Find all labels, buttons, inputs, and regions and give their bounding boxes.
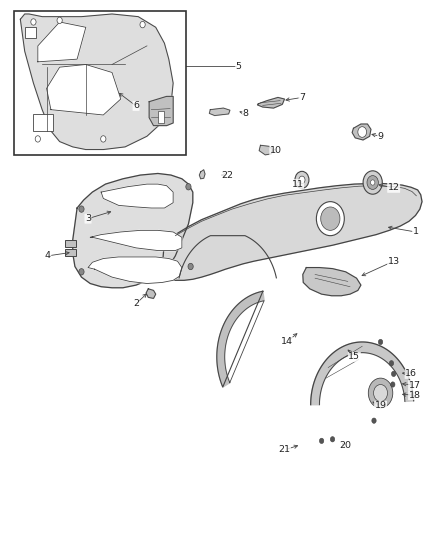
Polygon shape (88, 257, 182, 284)
Polygon shape (217, 291, 264, 387)
Polygon shape (46, 64, 121, 115)
Text: 17: 17 (409, 381, 420, 390)
Polygon shape (209, 108, 230, 116)
Text: 14: 14 (281, 337, 293, 346)
Circle shape (372, 418, 376, 423)
Bar (25, 27, 35, 38)
Circle shape (367, 175, 378, 189)
Circle shape (371, 180, 375, 185)
Bar (33, 114, 53, 131)
Circle shape (79, 269, 84, 275)
Polygon shape (199, 169, 205, 179)
Text: 21: 21 (279, 446, 290, 455)
Circle shape (101, 136, 106, 142)
Circle shape (363, 171, 382, 194)
Circle shape (368, 378, 393, 408)
Circle shape (295, 171, 309, 188)
Circle shape (299, 176, 305, 183)
Text: 12: 12 (388, 183, 399, 192)
Text: 18: 18 (409, 391, 420, 400)
Circle shape (188, 263, 193, 270)
Text: 2: 2 (133, 299, 139, 308)
Text: 22: 22 (222, 171, 234, 180)
Polygon shape (90, 230, 182, 251)
Polygon shape (38, 22, 86, 62)
Polygon shape (352, 124, 371, 140)
Polygon shape (303, 268, 361, 296)
Polygon shape (73, 173, 193, 288)
Text: 10: 10 (270, 146, 282, 155)
Circle shape (140, 21, 145, 28)
Circle shape (321, 207, 340, 230)
Text: 16: 16 (405, 369, 417, 378)
Polygon shape (101, 184, 173, 208)
Text: 1: 1 (413, 228, 418, 237)
Circle shape (35, 136, 40, 142)
Bar (14, 11, 186, 155)
Polygon shape (311, 342, 413, 405)
Bar (65, 249, 76, 256)
Polygon shape (258, 98, 285, 108)
Text: 13: 13 (388, 257, 400, 265)
Text: 9: 9 (378, 132, 384, 141)
Polygon shape (161, 183, 422, 280)
Text: 19: 19 (374, 401, 387, 410)
Circle shape (31, 19, 36, 25)
Text: 5: 5 (236, 62, 242, 70)
Text: 11: 11 (292, 180, 304, 189)
Text: 3: 3 (85, 214, 91, 223)
Polygon shape (146, 289, 155, 298)
Polygon shape (20, 14, 173, 150)
Circle shape (389, 361, 394, 366)
Circle shape (330, 437, 335, 442)
Circle shape (316, 201, 344, 236)
Circle shape (186, 183, 191, 190)
Text: 20: 20 (339, 441, 352, 450)
Circle shape (319, 438, 324, 443)
Text: 15: 15 (348, 352, 360, 361)
Circle shape (392, 371, 396, 376)
Polygon shape (149, 96, 173, 126)
Bar (158, 111, 164, 123)
Bar (65, 240, 76, 247)
Text: 6: 6 (133, 101, 139, 110)
Polygon shape (259, 146, 272, 155)
Text: 8: 8 (242, 109, 248, 118)
Circle shape (57, 17, 62, 23)
Circle shape (358, 127, 367, 138)
Circle shape (79, 206, 84, 212)
Circle shape (391, 382, 395, 387)
Text: 4: 4 (45, 252, 51, 260)
Circle shape (378, 340, 383, 345)
Circle shape (374, 384, 388, 401)
Text: 7: 7 (299, 93, 305, 102)
